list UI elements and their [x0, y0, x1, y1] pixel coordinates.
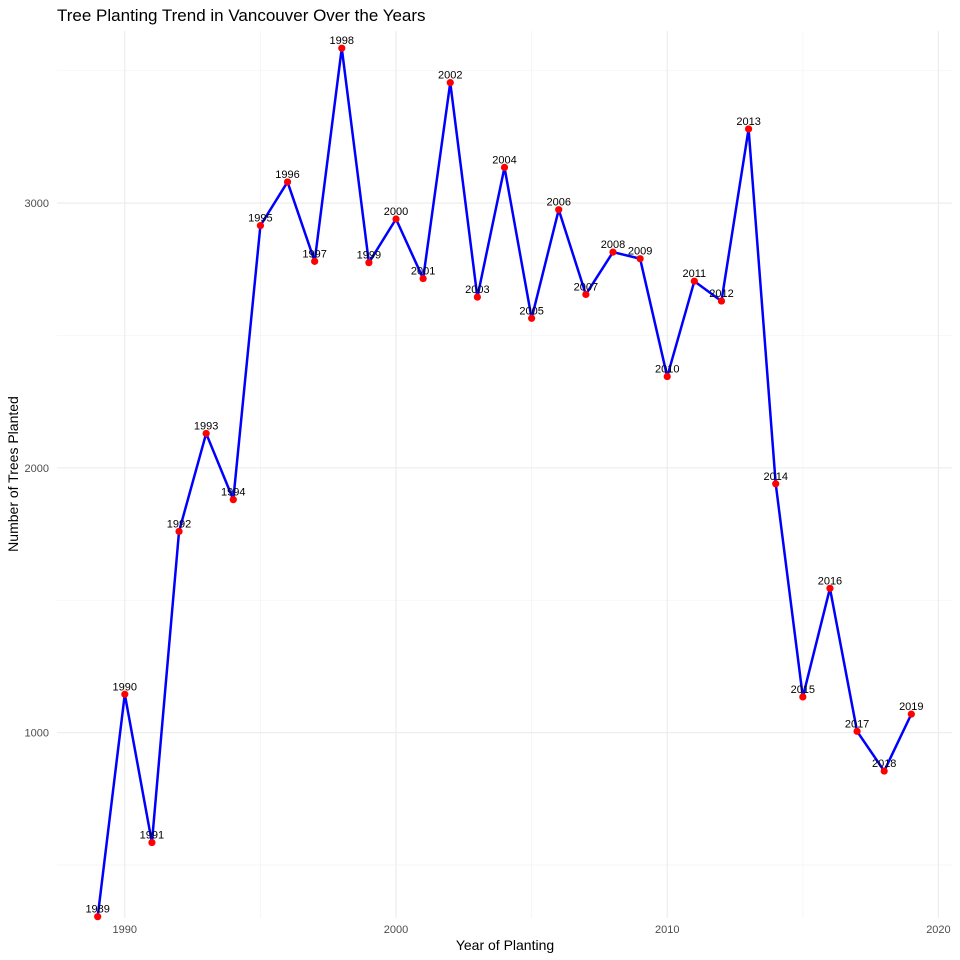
- data-point-label: 2015: [791, 684, 815, 696]
- data-point-label: 2005: [519, 305, 543, 317]
- chart-title: Tree Planting Trend in Vancouver Over th…: [57, 6, 426, 25]
- data-point: [907, 710, 915, 718]
- y-tick-label: 1000: [25, 728, 49, 740]
- y-axis-ticks: 1000 2000 3000: [25, 198, 49, 740]
- x-axis-title: Year of Planting: [456, 937, 554, 953]
- data-point: [555, 206, 563, 214]
- data-point: [663, 372, 671, 381]
- y-axis-title: Number of Trees Planted: [5, 396, 21, 552]
- data-point: [94, 913, 102, 921]
- data-point-label: 2017: [845, 718, 869, 730]
- data-point: [528, 314, 536, 322]
- data-point: [175, 527, 183, 536]
- data-point-label: 1999: [357, 250, 381, 262]
- data-point: [365, 259, 373, 267]
- data-point-label: 2011: [683, 268, 707, 280]
- data-point: [148, 838, 156, 847]
- data-point-label: 1996: [275, 169, 299, 181]
- data-point-label: 2012: [709, 288, 733, 300]
- data-point-label: 2008: [601, 239, 625, 251]
- data-point-label: 2014: [763, 471, 787, 483]
- data-point-label: 2001: [411, 266, 435, 278]
- data-point-label: 1998: [330, 35, 354, 47]
- data-point: [446, 79, 454, 87]
- data-point-label: 2009: [628, 246, 652, 258]
- x-tick-label: 2000: [384, 924, 408, 936]
- data-point-labels: 1989 1990 1991 1992 1993 1994 1995 1996 1997 1998…: [85, 35, 923, 915]
- data-point: [338, 44, 346, 52]
- data-point: [744, 125, 753, 133]
- data-points: [94, 44, 915, 921]
- data-point: [690, 277, 698, 285]
- data-point-label: 1991: [140, 830, 164, 842]
- data-point-label: 1994: [221, 487, 245, 499]
- data-point-label: 1997: [302, 248, 326, 260]
- data-point-label: 2018: [872, 758, 896, 770]
- data-point-label: 2013: [736, 116, 760, 128]
- data-point-label: 2002: [438, 70, 462, 82]
- data-point-label: 1995: [248, 213, 272, 225]
- data-point: [121, 690, 129, 698]
- data-point: [500, 163, 509, 171]
- x-axis-ticks: 1990 2000 2010 2020: [113, 924, 951, 936]
- x-tick-label: 2020: [926, 924, 950, 936]
- data-point-label: 2019: [899, 701, 923, 713]
- data-point-label: 2007: [574, 281, 598, 293]
- data-point: [311, 257, 319, 265]
- data-point-label: 2004: [492, 154, 516, 166]
- x-tick-label: 1990: [113, 924, 137, 936]
- data-point-label: 2000: [384, 206, 408, 218]
- data-point-label: 2006: [547, 197, 571, 209]
- data-point: [826, 584, 834, 592]
- data-point: [256, 222, 265, 230]
- data-point: [582, 290, 590, 299]
- data-point-label: 1990: [113, 681, 137, 693]
- x-tick-label: 2010: [655, 924, 679, 936]
- y-tick-label: 3000: [25, 198, 49, 210]
- data-point-label: 1989: [85, 904, 109, 916]
- data-point-label: 2016: [818, 575, 842, 587]
- data-point: [799, 693, 807, 701]
- data-point: [473, 293, 481, 301]
- data-point-label: 1992: [167, 518, 191, 530]
- data-point-label: 1993: [194, 420, 218, 432]
- data-point: [229, 496, 237, 504]
- data-point: [636, 255, 644, 263]
- y-tick-label: 2000: [25, 463, 49, 475]
- data-point: [202, 429, 210, 438]
- data-point: [609, 248, 617, 256]
- data-point: [853, 727, 861, 735]
- data-point: [880, 767, 888, 775]
- minor-gridlines: [57, 31, 952, 918]
- data-point: [419, 274, 427, 283]
- data-point-label: 2010: [655, 364, 679, 376]
- data-point: [772, 480, 780, 488]
- data-point: [717, 297, 726, 305]
- major-gridlines: [57, 31, 952, 918]
- series-line: [96, 46, 913, 917]
- data-point-label: 2003: [465, 284, 489, 296]
- data-point: [283, 178, 292, 186]
- data-point: [392, 215, 400, 223]
